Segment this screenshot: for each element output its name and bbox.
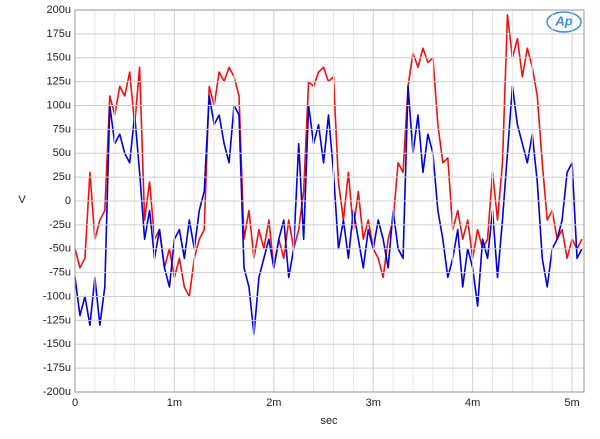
series-line: [74, 85, 583, 336]
y-tick-label: 0: [65, 195, 71, 207]
y-tick-label: 150u: [47, 52, 71, 64]
x-tick-label: 5m: [564, 397, 579, 409]
y-tick-label: -25u: [49, 219, 71, 231]
y-tick-label: -50u: [49, 243, 71, 255]
y-tick-label: 75u: [53, 123, 71, 135]
y-tick-label: 25u: [53, 171, 71, 183]
x-tick-label: 0: [72, 397, 78, 409]
y-axis-label: V: [18, 194, 26, 206]
y-tick-label: -175u: [43, 362, 71, 374]
x-tick-label: 4m: [465, 397, 480, 409]
y-tick-label: 125u: [47, 76, 71, 88]
y-tick-label: 100u: [47, 99, 71, 111]
logo: Ap: [554, 13, 572, 28]
x-tick-label: 3m: [366, 397, 381, 409]
y-tick-label: -75u: [49, 267, 71, 279]
y-tick-label: -200u: [43, 386, 71, 398]
y-tick-label: -150u: [43, 338, 71, 350]
y-tick-label: 175u: [47, 28, 71, 40]
y-tick-label: 200u: [47, 4, 71, 16]
x-tick-label: 1m: [167, 397, 182, 409]
x-tick-label: 2m: [266, 397, 281, 409]
x-axis-label: sec: [320, 415, 338, 427]
y-tick-label: -100u: [43, 290, 71, 302]
plot-frame: [74, 9, 585, 393]
y-tick-label: 50u: [53, 147, 71, 159]
y-tick-label: -125u: [43, 314, 71, 326]
logo-ring: [546, 11, 582, 33]
